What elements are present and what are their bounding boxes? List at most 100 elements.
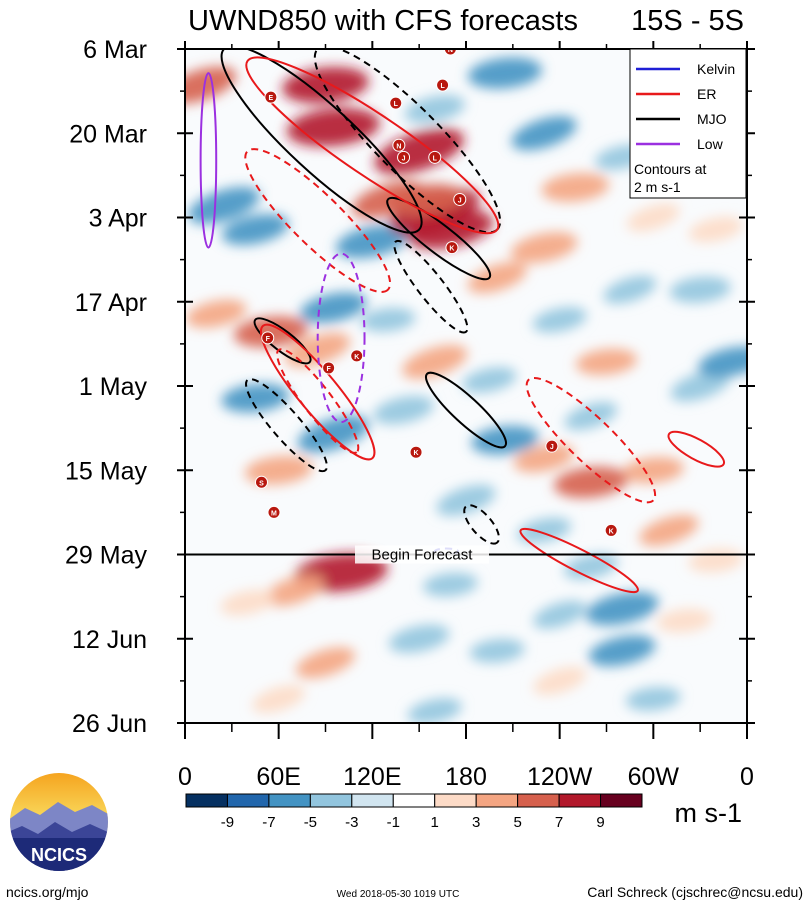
colorbar-swatch xyxy=(351,793,394,808)
x-tick-label: 120W xyxy=(527,763,593,791)
storm-marker-label: K xyxy=(414,450,419,457)
storm-marker: F xyxy=(261,331,275,345)
anomaly-blob xyxy=(533,666,587,695)
storm-marker-label: N xyxy=(448,47,453,54)
anomaly-blob xyxy=(603,275,657,304)
colorbar-swatch xyxy=(185,793,228,808)
anomaly-blob xyxy=(373,396,434,425)
storm-marker: E xyxy=(264,90,278,104)
contour-er-positive xyxy=(519,527,639,594)
colorbar-label: 9 xyxy=(596,814,604,831)
storm-marker-circle xyxy=(254,475,268,489)
storm-marker: F xyxy=(322,361,336,375)
y-tick-label: 12 Jun xyxy=(72,626,147,654)
colorbar-label: -1 xyxy=(387,814,400,831)
legend: Kelvin ER MJO Low Contours at 2 m s-1 xyxy=(629,48,747,199)
colorbar-label: 1 xyxy=(431,814,439,831)
storm-marker-circle xyxy=(409,445,423,459)
anomaly-blob xyxy=(511,116,577,151)
anomaly-blob xyxy=(626,203,680,232)
anomaly-blob xyxy=(185,66,237,104)
storm-marker-label: M xyxy=(271,510,277,517)
storm-marker-circle xyxy=(436,78,450,92)
y-tick-label: 26 Jun xyxy=(72,710,147,738)
storm-marker: M xyxy=(267,505,281,519)
storm-marker-circle xyxy=(392,138,406,152)
anomaly-blob xyxy=(185,299,247,328)
anomaly-blob xyxy=(553,466,628,498)
footer-author: Carl Schreck (cjschrec@ncsu.edu) xyxy=(587,884,803,900)
legend-note-line1: Contours at xyxy=(634,161,706,177)
storm-marker: L xyxy=(389,96,403,110)
anomaly-blob xyxy=(221,214,289,245)
storm-marker-label: N xyxy=(396,143,401,150)
anomaly-blob xyxy=(233,316,308,348)
anomaly-blob xyxy=(252,684,306,713)
anomaly-blob xyxy=(388,624,450,653)
contour-er-negative xyxy=(525,376,657,504)
x-tick-label: 60E xyxy=(256,763,300,791)
anomaly-blob xyxy=(541,173,610,202)
storm-marker: J xyxy=(453,192,467,206)
storm-marker-circle xyxy=(453,192,467,206)
storm-marker: K xyxy=(409,445,423,459)
anomaly-blob xyxy=(469,638,525,663)
storm-marker-label: L xyxy=(394,101,399,108)
anomaly-blob xyxy=(374,128,465,175)
contour-mjo-positive xyxy=(386,196,492,281)
colorbar-swatch xyxy=(226,793,270,808)
storm-marker: N xyxy=(392,138,406,152)
x-tick-label: 60W xyxy=(628,763,680,791)
storm-marker-label: F xyxy=(326,366,331,373)
y-tick-label: 15 May xyxy=(65,457,147,485)
storm-marker-label: J xyxy=(550,444,554,451)
forecast-label: Begin Forecast xyxy=(372,547,474,564)
storm-marker: K xyxy=(350,349,364,363)
anomaly-blob xyxy=(563,553,618,580)
anomaly-blob xyxy=(360,307,416,332)
anomaly-blob xyxy=(657,608,713,633)
anomaly-blob xyxy=(264,575,324,607)
anomaly-blob xyxy=(220,589,275,616)
anomaly-blob xyxy=(698,346,747,378)
anomaly-blob xyxy=(575,348,638,376)
contour-mjo-negative xyxy=(393,239,469,334)
colorbar-swatch xyxy=(600,793,643,808)
forecast-label-background xyxy=(355,545,489,564)
storm-marker-circle xyxy=(604,523,618,537)
colorbar-unit: m s-1 xyxy=(675,798,743,828)
anomaly-blob xyxy=(588,635,656,667)
y-tick-label: 17 Apr xyxy=(75,289,147,317)
colorbar-swatch xyxy=(517,793,560,808)
anomaly-blob xyxy=(688,216,743,243)
storm-marker-label: K xyxy=(449,246,454,253)
anomaly-blob xyxy=(516,517,572,544)
storm-marker: N xyxy=(443,47,457,56)
contour-mjo-negative xyxy=(245,378,328,473)
storm-marker-label: J xyxy=(402,155,406,162)
y-tick-label: 3 Apr xyxy=(89,205,147,233)
contour-layer xyxy=(199,49,726,594)
colorbar-label: -7 xyxy=(262,814,275,831)
anomaly-blob xyxy=(533,600,587,629)
anomaly-blob xyxy=(422,572,478,597)
anomaly-blob xyxy=(295,647,356,679)
storm-marker-label: F xyxy=(266,336,271,343)
contour-mjo-positive xyxy=(424,371,508,449)
storm-marker-label: E xyxy=(269,95,274,102)
storm-marker-circle xyxy=(428,150,442,164)
colorbar-label: -5 xyxy=(304,814,317,831)
contour-mjo-negative xyxy=(463,504,500,545)
storm-marker: K xyxy=(604,523,618,537)
anomaly-blob xyxy=(513,444,575,473)
legend-label-low: Low xyxy=(697,136,724,152)
x-tick-label: 180 xyxy=(445,763,487,791)
storm-marker-label: S xyxy=(259,480,264,487)
anomaly-blob xyxy=(188,186,260,224)
footer-timestamp: Wed 2018-05-30 1019 UTC xyxy=(337,889,460,900)
colorbar-swatch xyxy=(309,793,353,808)
anomaly-blob xyxy=(639,514,699,546)
storm-marker-circle xyxy=(545,439,559,453)
y-tick-label: 1 May xyxy=(79,373,148,401)
